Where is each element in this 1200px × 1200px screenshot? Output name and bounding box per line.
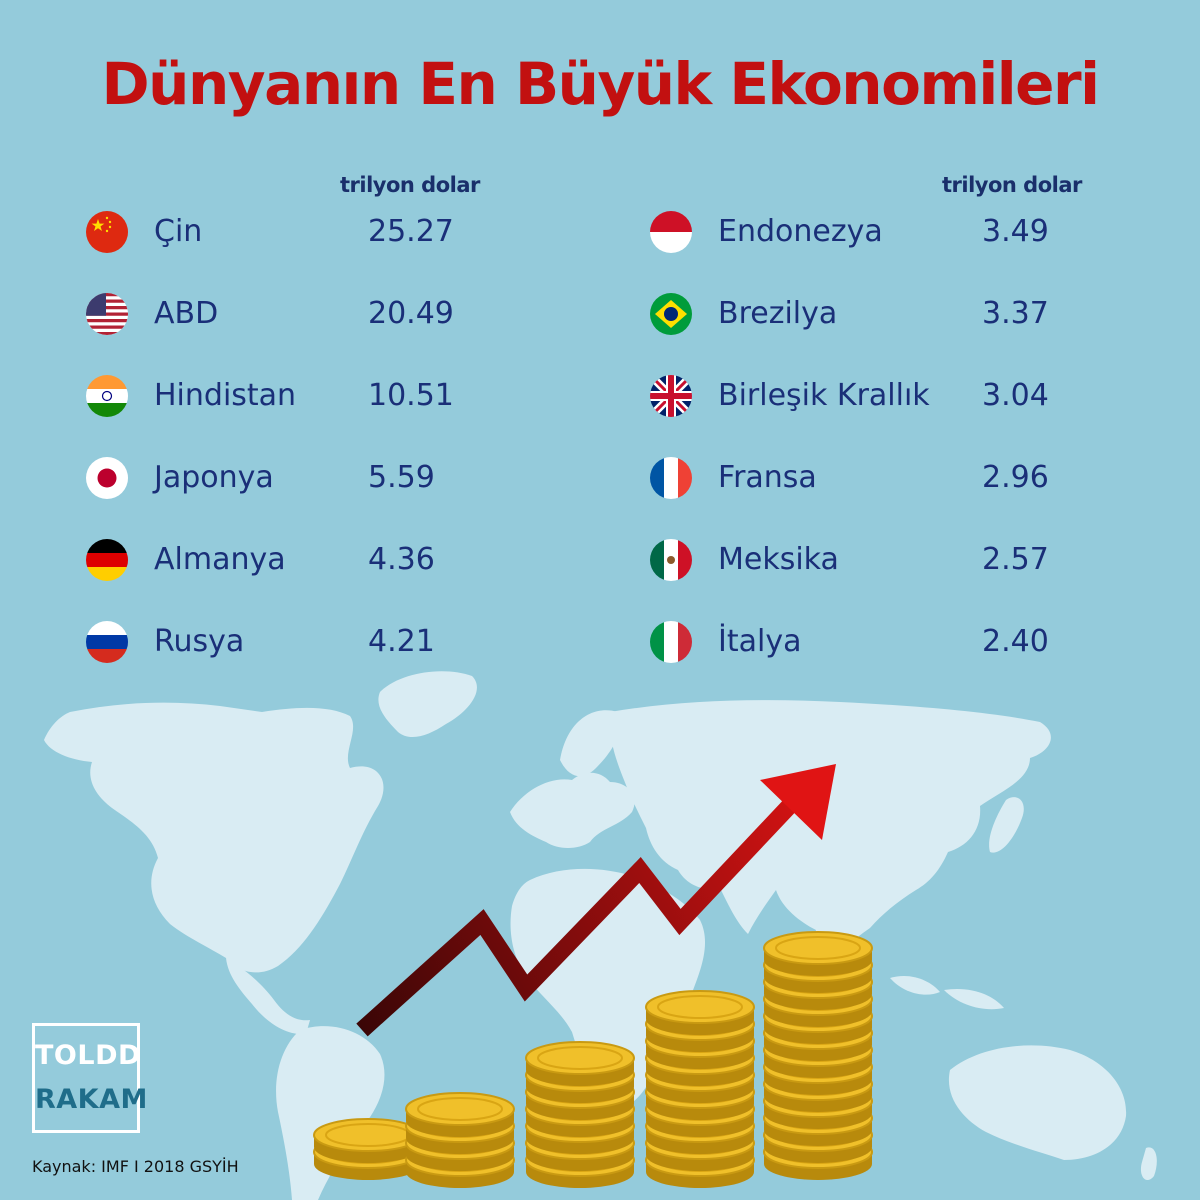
coin: [645, 990, 755, 1035]
unit-label-right: trilyon dolar: [942, 173, 1082, 197]
country-name: Fransa: [718, 460, 817, 495]
brand-line-1: TOLDD: [35, 1040, 141, 1071]
china-flag-icon: [86, 211, 128, 253]
country-value: 25.27: [368, 214, 454, 249]
germany-flag-icon: [86, 539, 128, 581]
brand-logo: TOLDD RAKAM: [32, 1023, 148, 1133]
brand-line-2: RAKAM: [35, 1084, 148, 1115]
source-note: Kaynak: IMF I 2018 GSYİH: [32, 1157, 239, 1176]
country-value: 3.04: [982, 378, 1049, 413]
country-value: 2.57: [982, 542, 1049, 577]
country-value: 2.40: [982, 624, 1049, 659]
country-value: 2.96: [982, 460, 1049, 495]
coin: [763, 931, 873, 976]
country-name: ABD: [154, 296, 219, 331]
country-value: 4.36: [368, 542, 435, 577]
country-name: Rusya: [154, 624, 245, 659]
page-title: Dünyanın En Büyük Ekonomileri: [101, 50, 1100, 118]
country-name: Almanya: [154, 542, 286, 577]
country-value: 3.49: [982, 214, 1049, 249]
country-name: Birleşik Krallık: [718, 378, 930, 413]
country-name: Hindistan: [154, 378, 297, 413]
coin: [525, 1041, 635, 1086]
brazil-flag-icon: [650, 293, 692, 335]
india-flag-icon: [86, 375, 128, 417]
country-value: 5.59: [368, 460, 435, 495]
country-value: 4.21: [368, 624, 435, 659]
country-name: Endonezya: [718, 214, 883, 249]
country-name: Japonya: [154, 460, 274, 495]
unit-label-left: trilyon dolar: [340, 173, 480, 197]
country-name: Meksika: [718, 542, 839, 577]
usa-flag-icon: [86, 293, 128, 335]
russia-flag-icon: [86, 621, 128, 663]
mexico-flag-icon: [650, 539, 692, 581]
france-flag-icon: [650, 457, 692, 499]
country-name: Çin: [154, 214, 203, 249]
country-value: 10.51: [368, 378, 454, 413]
country-value: 3.37: [982, 296, 1049, 331]
indonesia-flag-icon: [650, 211, 692, 253]
coin: [405, 1092, 515, 1137]
country-value: 20.49: [368, 296, 454, 331]
japan-flag-icon: [86, 457, 128, 499]
italy-flag-icon: [650, 621, 692, 663]
country-name: İtalya: [718, 624, 802, 659]
country-name: Brezilya: [718, 296, 838, 331]
coin: [313, 1118, 423, 1163]
